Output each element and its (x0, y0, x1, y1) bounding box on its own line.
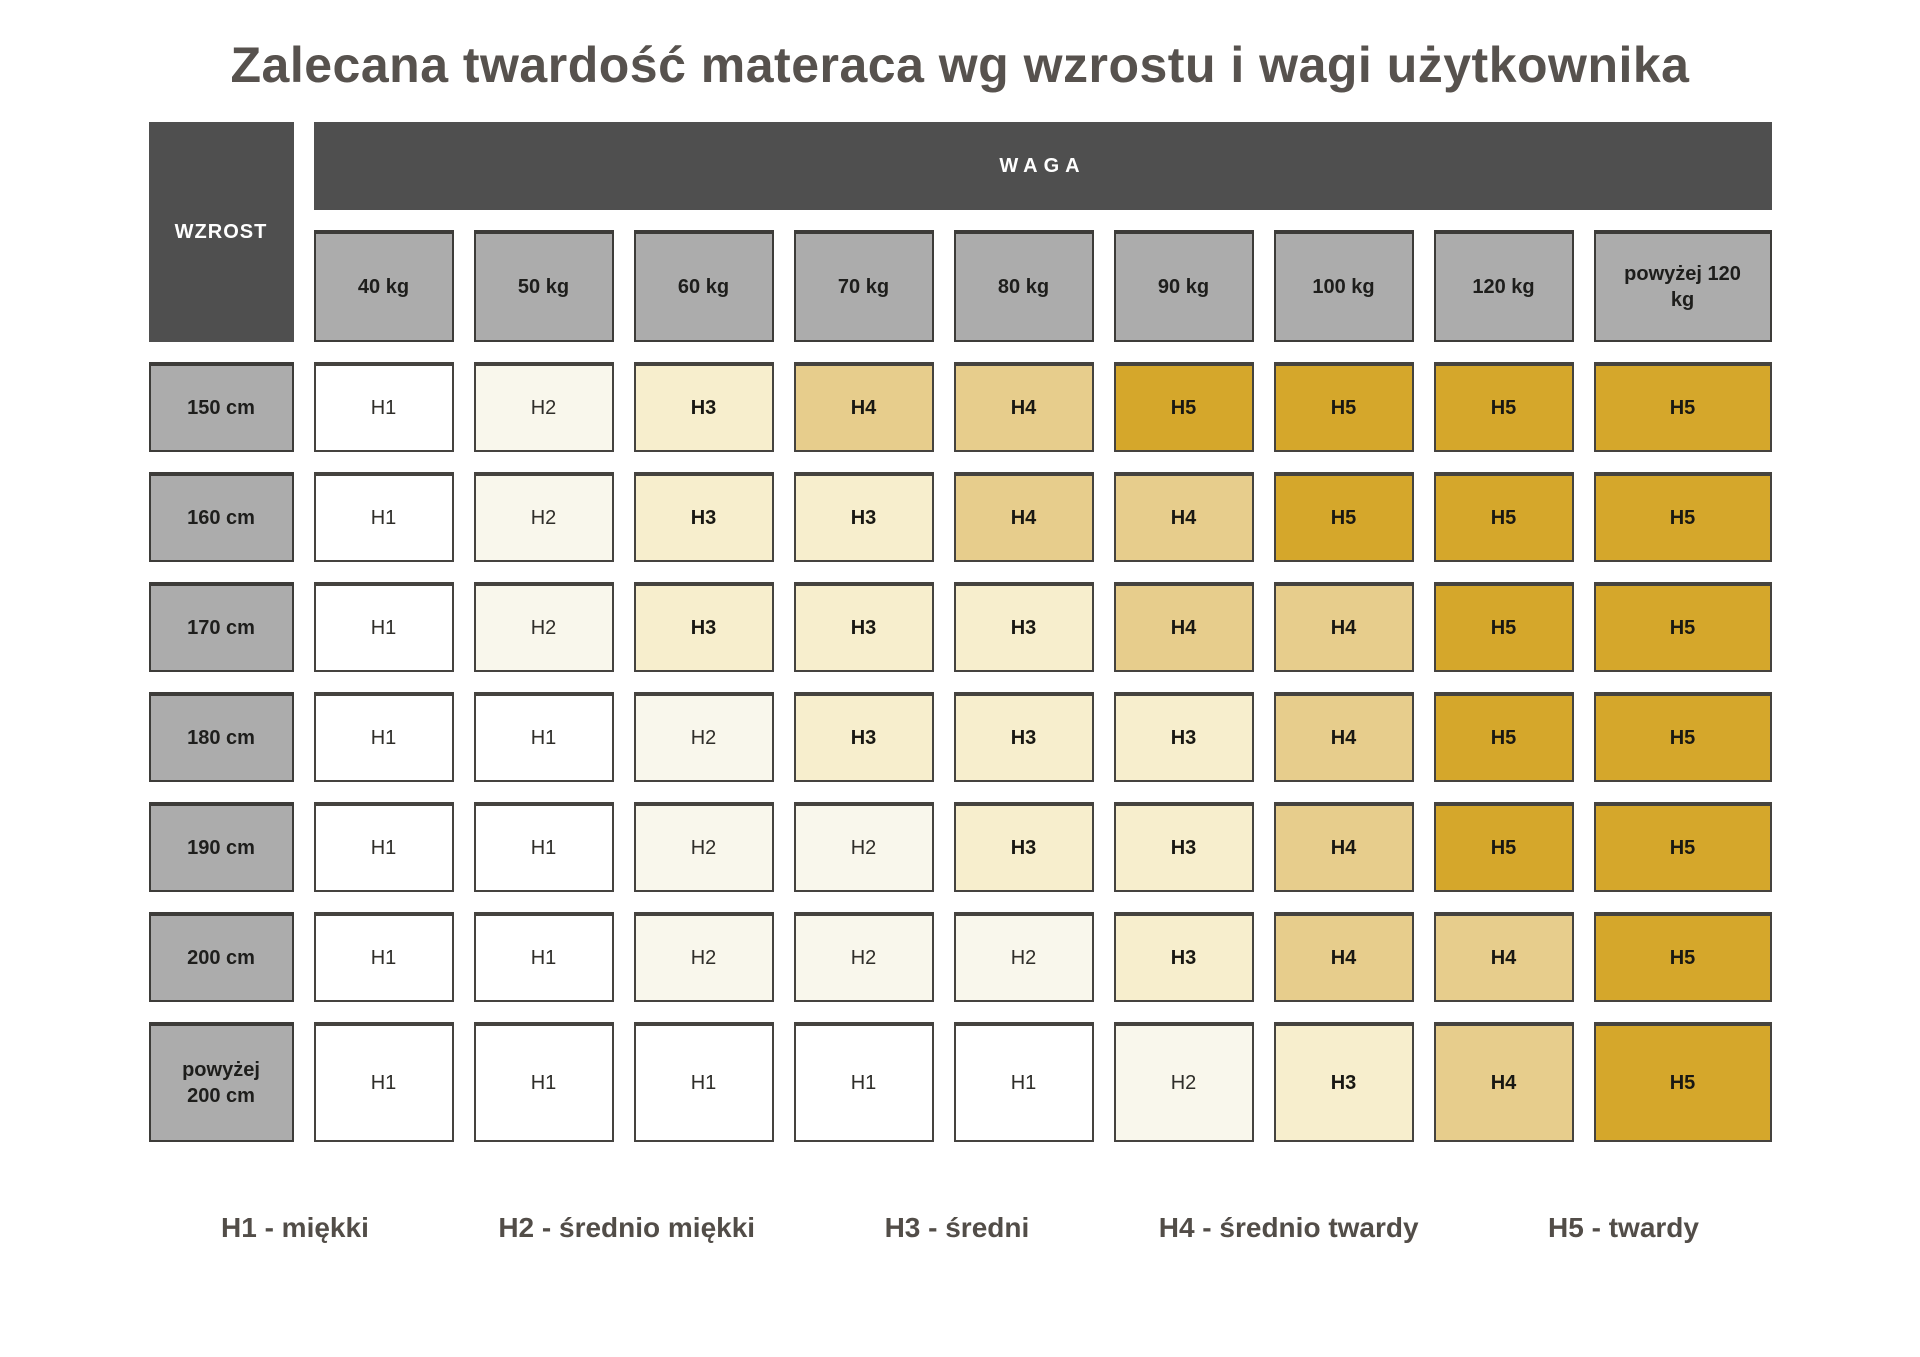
weight-column-header: 70 kg (793, 230, 934, 342)
firmness-cell: H3 (953, 802, 1094, 892)
weight-column-header: 120 kg (1433, 230, 1574, 342)
page-title: Zalecana twardość materaca wg wzrostu i … (230, 37, 1690, 93)
weight-column-header: 50 kg (473, 230, 614, 342)
firmness-cell: H2 (1113, 1022, 1254, 1142)
firmness-cell: H3 (633, 582, 774, 672)
firmness-cell: H3 (633, 472, 774, 562)
firmness-cell: H5 (1433, 362, 1574, 452)
firmness-cell: H3 (1113, 912, 1254, 1002)
firmness-cell: H3 (1273, 1022, 1414, 1142)
firmness-cell: H5 (1593, 692, 1772, 782)
firmness-cell: H5 (1593, 582, 1772, 672)
height-row-header: powyżej 200 cm (148, 1022, 294, 1142)
firmness-cell: H1 (473, 1022, 614, 1142)
height-row-header: 160 cm (148, 472, 294, 562)
height-row-header: 150 cm (148, 362, 294, 452)
firmness-cell: H4 (1273, 582, 1414, 672)
firmness-cell: H4 (1433, 1022, 1574, 1142)
weight-column-header: 90 kg (1113, 230, 1254, 342)
firmness-cell: H3 (953, 692, 1094, 782)
legend-item: H5 - twardy (1548, 1212, 1699, 1243)
firmness-cell: H5 (1593, 362, 1772, 452)
firmness-cell: H5 (1273, 472, 1414, 562)
firmness-table: WZROST WAGA 40 kg 50 kg 60 kg 70 kg 80 kg 90 kg… (148, 122, 1772, 1142)
firmness-cell: H3 (1113, 802, 1254, 892)
firmness-cell: H1 (953, 1022, 1094, 1142)
legend-item: H1 - miękki (221, 1212, 369, 1243)
firmness-cell: H1 (473, 912, 614, 1002)
firmness-cell: H4 (1273, 912, 1414, 1002)
weight-axis-header: WAGA (313, 122, 1772, 210)
firmness-cell: H1 (793, 1022, 934, 1142)
firmness-cell: H3 (1113, 692, 1254, 782)
weight-column-header: 100 kg (1273, 230, 1414, 342)
legend-item: H4 - średnio twardy (1158, 1212, 1419, 1243)
firmness-cell: H5 (1593, 1022, 1772, 1142)
firmness-cell: H2 (473, 472, 614, 562)
firmness-cell: H3 (793, 582, 934, 672)
firmness-cell: H5 (1273, 362, 1414, 452)
legend-item: H3 - średni (884, 1212, 1030, 1243)
height-row-header: 190 cm (148, 802, 294, 892)
firmness-cell: H1 (473, 692, 614, 782)
weight-column-header: 80 kg (953, 230, 1094, 342)
firmness-cell: H1 (313, 362, 454, 452)
weight-column-header: 60 kg (633, 230, 774, 342)
legend: H1 - miękki H2 - średnio miękki H3 - średn… (221, 1212, 1699, 1244)
firmness-cell: H4 (1113, 472, 1254, 562)
firmness-cell: H3 (793, 472, 934, 562)
firmness-cell: H2 (953, 912, 1094, 1002)
firmness-cell: H1 (313, 802, 454, 892)
height-axis-header: WZROST (148, 122, 294, 342)
firmness-cell: H5 (1433, 582, 1574, 672)
firmness-cell: H5 (1113, 362, 1254, 452)
weight-column-header: powyżej 120 kg (1593, 230, 1772, 342)
firmness-cell: H3 (793, 692, 934, 782)
firmness-cell: H1 (313, 1022, 454, 1142)
firmness-cell: H5 (1433, 802, 1574, 892)
firmness-cell: H3 (633, 362, 774, 452)
firmness-cell: H5 (1593, 912, 1772, 1002)
firmness-cell: H2 (793, 802, 934, 892)
height-row-header: 200 cm (148, 912, 294, 1002)
weight-column-header: 40 kg (313, 230, 454, 342)
firmness-cell: H1 (313, 472, 454, 562)
firmness-cell: H4 (1433, 912, 1574, 1002)
legend-item: H2 - średnio miękki (498, 1212, 756, 1243)
firmness-cell: H5 (1593, 802, 1772, 892)
firmness-cell: H4 (1113, 582, 1254, 672)
firmness-cell: H4 (793, 362, 934, 452)
firmness-cell: H5 (1593, 472, 1772, 562)
firmness-cell: H2 (633, 912, 774, 1002)
firmness-cell: H2 (633, 692, 774, 782)
firmness-cell: H4 (953, 362, 1094, 452)
firmness-cell: H1 (313, 912, 454, 1002)
firmness-cell: H2 (473, 362, 614, 452)
firmness-cell: H1 (313, 692, 454, 782)
firmness-cell: H4 (953, 472, 1094, 562)
height-row-header: 180 cm (148, 692, 294, 782)
firmness-cell: H2 (633, 802, 774, 892)
firmness-cell: H1 (313, 582, 454, 672)
firmness-cell: H5 (1433, 692, 1574, 782)
firmness-cell: H2 (473, 582, 614, 672)
firmness-cell: H1 (473, 802, 614, 892)
firmness-cell: H2 (793, 912, 934, 1002)
firmness-cell: H5 (1433, 472, 1574, 562)
firmness-cell: H4 (1273, 692, 1414, 782)
firmness-cell: H4 (1273, 802, 1414, 892)
firmness-cell: H3 (953, 582, 1094, 672)
height-row-header: 170 cm (148, 582, 294, 672)
firmness-cell: H1 (633, 1022, 774, 1142)
